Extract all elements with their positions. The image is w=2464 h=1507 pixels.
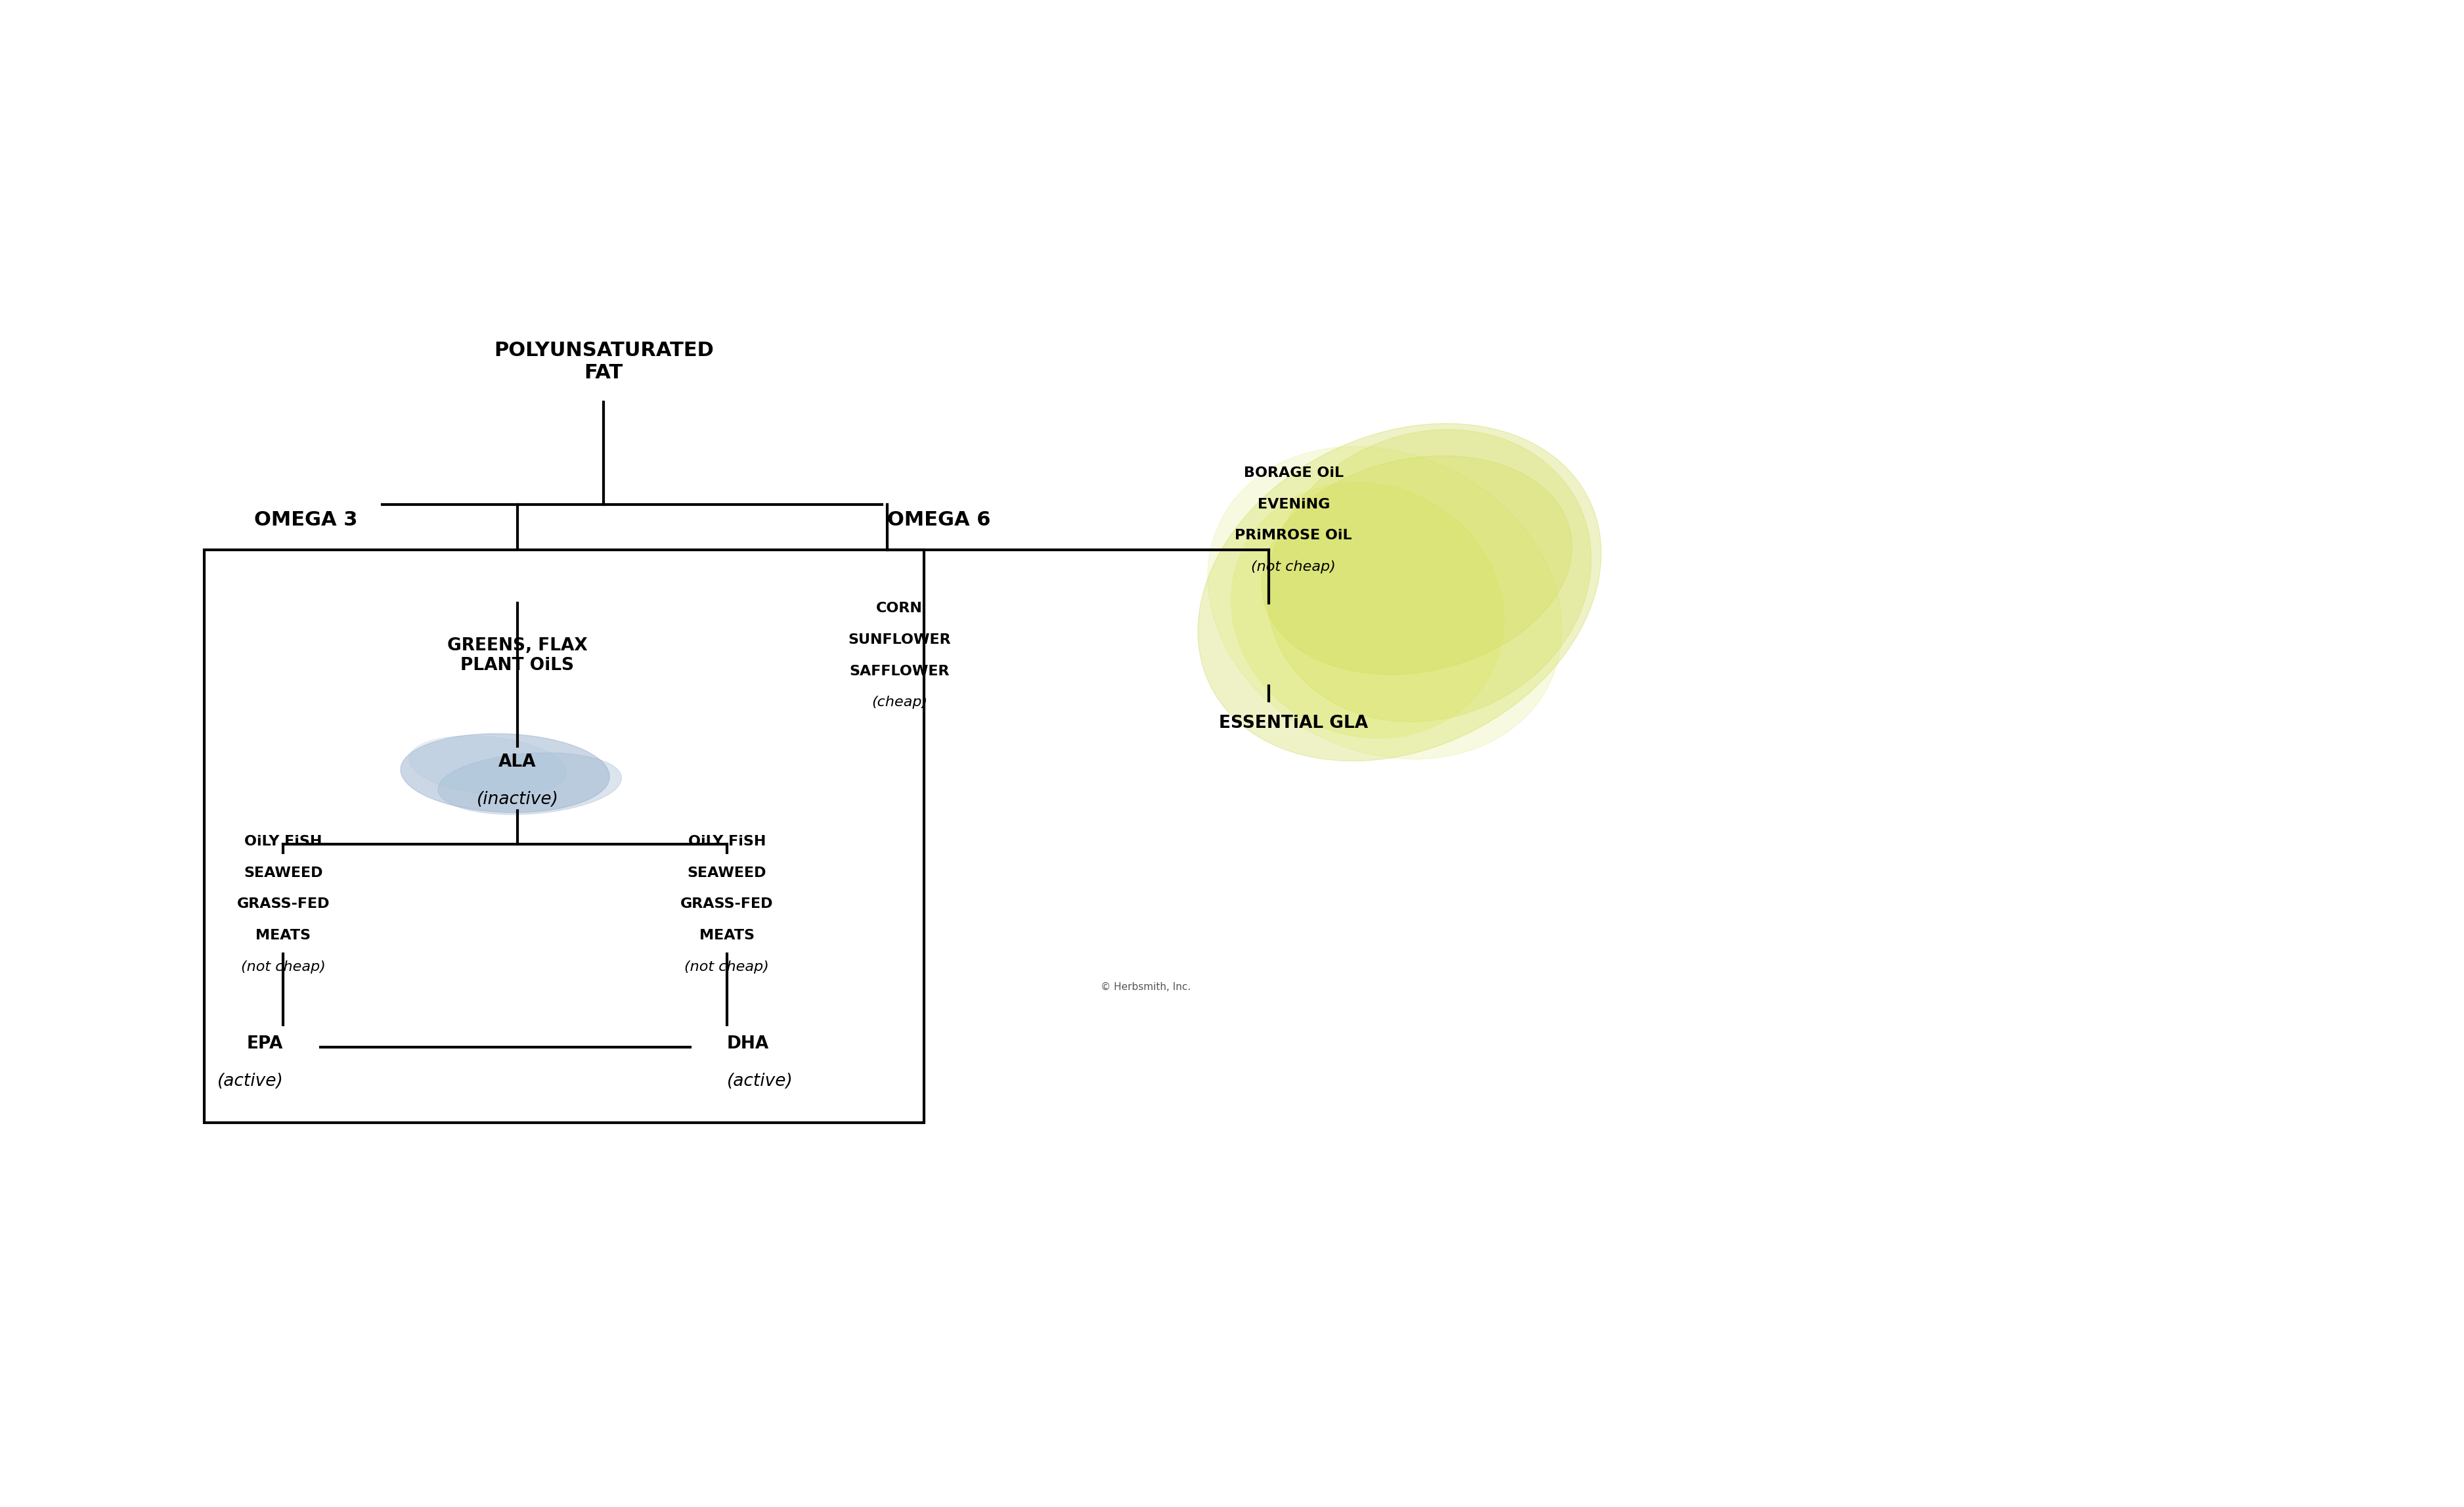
Text: © Herbsmith, Inc.: © Herbsmith, Inc. [1101, 983, 1190, 992]
Text: (inactive): (inactive) [476, 791, 559, 808]
Text: GREENS, FLAX
PLANT OiLS: GREENS, FLAX PLANT OiLS [448, 637, 586, 674]
Bar [205, 550, 924, 1123]
Ellipse shape [1262, 455, 1572, 675]
Text: SUNFLOWER: SUNFLOWER [848, 633, 951, 647]
Text: (not cheap): (not cheap) [1252, 561, 1335, 574]
Text: ALA: ALA [498, 754, 537, 770]
Text: MEATS: MEATS [256, 928, 310, 942]
Text: MEATS: MEATS [700, 928, 754, 942]
Text: POLYUNSATURATED
FAT: POLYUNSATURATED FAT [493, 341, 715, 383]
Ellipse shape [1198, 423, 1602, 761]
Text: SEAWEED: SEAWEED [244, 867, 323, 880]
Ellipse shape [1207, 446, 1562, 760]
Text: SEAWEED: SEAWEED [687, 867, 766, 880]
Text: EPA: EPA [246, 1035, 283, 1052]
Text: PRiMROSE OiL: PRiMROSE OiL [1234, 529, 1353, 543]
Text: EVENiNG: EVENiNG [1257, 497, 1331, 511]
Text: (not cheap): (not cheap) [685, 960, 769, 974]
Text: BORAGE OiL: BORAGE OiL [1244, 466, 1343, 479]
Text: ESSENTiAL GLA: ESSENTiAL GLA [1220, 714, 1368, 732]
Text: (not cheap): (not cheap) [241, 960, 325, 974]
Text: OMEGA 6: OMEGA 6 [887, 511, 991, 529]
Text: OiLY FiSH: OiLY FiSH [687, 835, 766, 848]
Text: SAFFLOWER: SAFFLOWER [850, 665, 949, 678]
Text: GRASS-FED: GRASS-FED [237, 898, 330, 910]
Text: (cheap): (cheap) [872, 696, 926, 710]
Text: DHA: DHA [727, 1035, 769, 1052]
Text: CORN: CORN [877, 601, 922, 615]
Ellipse shape [1266, 429, 1592, 722]
Text: GRASS-FED: GRASS-FED [680, 898, 774, 910]
Text: OMEGA 3: OMEGA 3 [254, 511, 357, 529]
Ellipse shape [439, 754, 621, 814]
Ellipse shape [409, 735, 567, 796]
Text: (active): (active) [217, 1073, 283, 1090]
Text: (active): (active) [727, 1073, 793, 1090]
Text: OiLY FiSH: OiLY FiSH [244, 835, 323, 848]
Ellipse shape [402, 734, 609, 812]
Ellipse shape [1232, 482, 1503, 738]
